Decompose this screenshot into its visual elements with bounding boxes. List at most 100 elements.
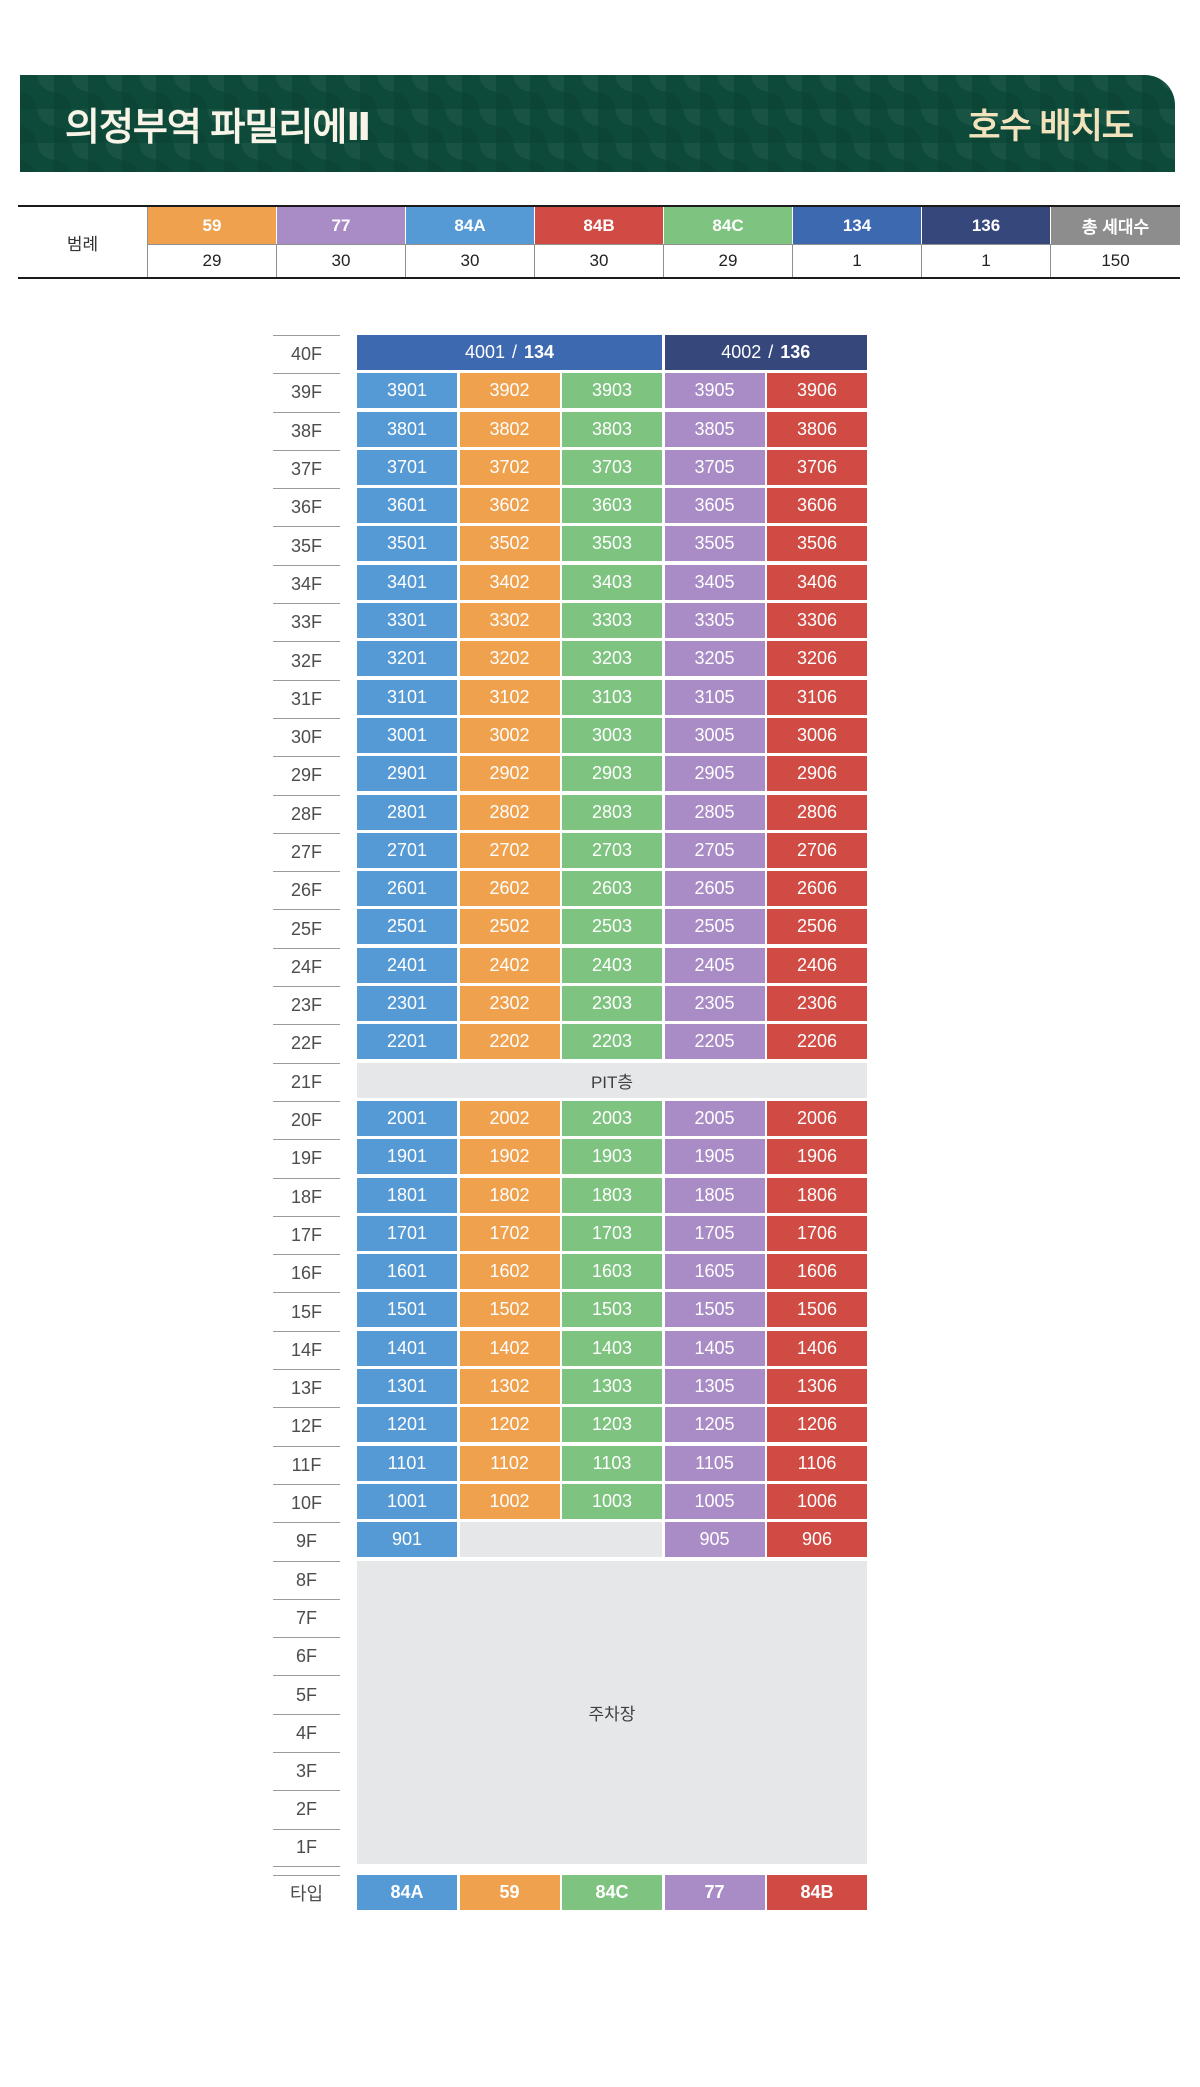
unit-cell: 3805	[664, 411, 765, 447]
unit-cell: 1806	[767, 1177, 867, 1213]
unit-cell: 1006	[767, 1483, 867, 1519]
floor-row: 9F 901 905 906	[273, 1522, 867, 1560]
type-cell: 77	[664, 1874, 765, 1910]
unit-cell: 2501	[357, 909, 457, 945]
floor-label: 25F	[273, 909, 340, 947]
unit-cell: 1603	[562, 1254, 662, 1290]
unit-cell: 2806	[767, 794, 867, 830]
floor-row: 15F 1501 1502 1503 1505 1506	[273, 1292, 867, 1330]
unit-cell: 3606	[767, 488, 867, 524]
unit-cell: 3601	[357, 488, 457, 524]
unit-cell: 3206	[767, 641, 867, 677]
floor-label: 6F	[273, 1637, 340, 1675]
floor-label: 11F	[273, 1445, 340, 1484]
unit-cell: 1706	[767, 1215, 867, 1251]
penthouse-unit-cell: 4002/136	[664, 335, 867, 370]
unit-cell: 2206	[767, 1024, 867, 1060]
unit-cell: 2605	[664, 871, 765, 907]
floor-label: 23F	[273, 986, 340, 1024]
floor-label: 24F	[273, 947, 340, 986]
unit-cell: 2003	[562, 1100, 662, 1136]
unit-cell: 2406	[767, 947, 867, 983]
floor-label: 35F	[273, 526, 340, 564]
unit-cell: 2601	[357, 871, 457, 907]
legend-type-cell: 59	[148, 207, 277, 244]
floor-label: 13F	[273, 1369, 340, 1407]
floor-row: 20F 2001 2002 2003 2005 2006	[273, 1100, 867, 1139]
unit-cell: 1306	[767, 1369, 867, 1405]
slash-separator: /	[768, 342, 774, 362]
floor-label: 20F	[273, 1100, 340, 1139]
building-stack-diagram: 40F 4001/134 4002/136 39F 3901 3902 3903 3905 39…	[273, 335, 867, 1910]
unit-cell: 3701	[357, 449, 457, 485]
floor-label: 9F	[273, 1522, 340, 1560]
unit-cell: 1703	[562, 1215, 662, 1251]
unit-cell: 1905	[664, 1139, 765, 1175]
unit-cell: 3901	[357, 373, 457, 409]
unit-cell: 3501	[357, 526, 457, 562]
unit-cell: 3506	[767, 526, 867, 562]
unit-cell: 3402	[459, 564, 560, 600]
unit-cell: 3106	[767, 679, 867, 715]
unit-cell: 1906	[767, 1139, 867, 1175]
slash-separator: /	[511, 342, 517, 362]
unit-cell: 2902	[459, 756, 560, 792]
unit-cell: 3202	[459, 641, 560, 677]
unit-cell: 1606	[767, 1254, 867, 1290]
floor-label: 3F	[273, 1751, 340, 1790]
unit-cell: 2005	[664, 1100, 765, 1136]
unit-cell: 3603	[562, 488, 662, 524]
unit-cell: 1506	[767, 1292, 867, 1328]
floor-label: 18F	[273, 1177, 340, 1216]
unit-cell: 3302	[459, 603, 560, 639]
floor-row: 18F 1801 1802 1803 1805 1806	[273, 1177, 867, 1216]
type-cell: 84A	[357, 1874, 457, 1910]
floor-row: 19F 1901 1902 1903 1905 1906	[273, 1139, 867, 1177]
unit-cell: 1505	[664, 1292, 765, 1328]
unit-cell: 3802	[459, 411, 560, 447]
unit-cell: 2403	[562, 947, 662, 983]
floor-label: 15F	[273, 1292, 340, 1330]
unit-cell: 3906	[767, 373, 867, 409]
floor-label: 34F	[273, 564, 340, 603]
floor-label: 14F	[273, 1330, 340, 1369]
unit-cell: 2901	[357, 756, 457, 792]
legend-type-cell: 84A	[406, 207, 535, 244]
floor-row: 24F 2401 2402 2403 2405 2406	[273, 947, 867, 986]
unit-cell: 1203	[562, 1407, 662, 1443]
unit-cell: 2203	[562, 1024, 662, 1060]
floor-row: 33F 3301 3302 3303 3305 3306	[273, 603, 867, 641]
unit-cell: 3902	[459, 373, 560, 409]
legend-count-cell: 30	[406, 244, 535, 277]
floor-row: 39F 3901 3902 3903 3905 3906	[273, 373, 867, 411]
unit-cell: 3502	[459, 526, 560, 562]
floor-row: 27F 2701 2702 2703 2705 2706	[273, 832, 867, 871]
unit-cell: 2405	[664, 947, 765, 983]
unit-cell: 1701	[357, 1215, 457, 1251]
floor-row: 17F 1701 1702 1703 1705 1706	[273, 1215, 867, 1254]
unit-cell: 2802	[459, 794, 560, 830]
unit-cell: 3102	[459, 679, 560, 715]
unit-cell: 3903	[562, 373, 662, 409]
floor-label: 1F	[273, 1828, 340, 1867]
unit-cell: 1202	[459, 1407, 560, 1443]
unit-cell: 1902	[459, 1139, 560, 1175]
unit-cell: 3306	[767, 603, 867, 639]
unit-cell: 2306	[767, 986, 867, 1022]
unit-type-label: 136	[780, 342, 811, 362]
unit-cell: 2505	[664, 909, 765, 945]
unit-cell: 3003	[562, 717, 662, 753]
unit-cell: 3001	[357, 717, 457, 753]
unit-cell: 3005	[664, 717, 765, 753]
unit-cell: 906	[767, 1522, 867, 1558]
unit-cell: 3403	[562, 564, 662, 600]
unit-cell: 1803	[562, 1177, 662, 1213]
floor-row: 31F 3101 3102 3103 3105 3106	[273, 679, 867, 718]
unit-cell: 2703	[562, 832, 662, 868]
unit-cell: 2706	[767, 832, 867, 868]
unit-cell: 2502	[459, 909, 560, 945]
floor-label: 12F	[273, 1407, 340, 1445]
unit-cell: 3505	[664, 526, 765, 562]
unit-cell: 2305	[664, 986, 765, 1022]
unit-cell: 901	[357, 1522, 457, 1558]
